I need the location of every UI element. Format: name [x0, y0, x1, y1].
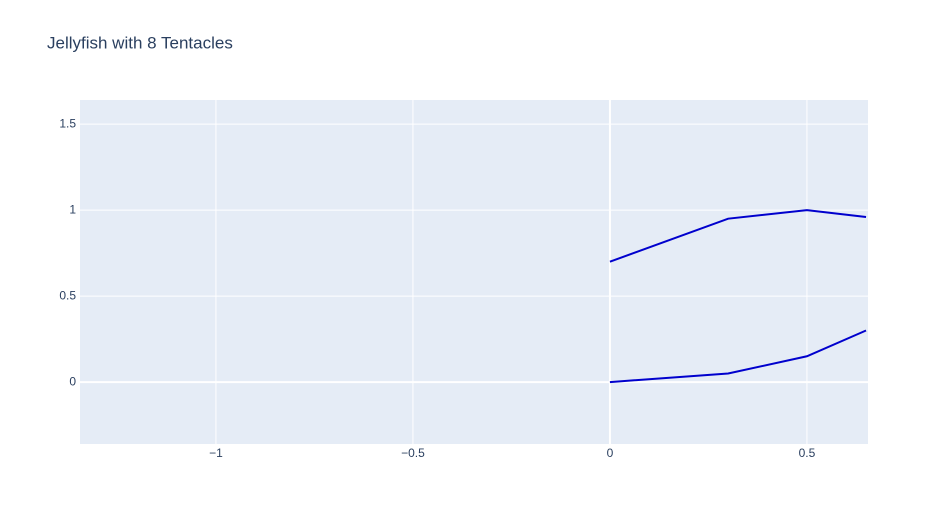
x-tick-label: −0.5	[401, 446, 425, 460]
plot-area	[80, 100, 868, 444]
x-tick-label: −1	[209, 446, 223, 460]
lines	[609, 209, 867, 384]
line	[609, 209, 867, 263]
y-tick-label: 1.5	[59, 116, 76, 130]
y-tick-label: 1	[69, 202, 76, 216]
y-tick-label: 0.5	[59, 288, 76, 302]
x-tick-label: 0.5	[799, 446, 816, 460]
grid	[80, 100, 868, 444]
line	[609, 329, 867, 384]
chart-title: Jellyfish with 8 Tentacles	[47, 33, 233, 52]
x-tick-label: 0	[607, 446, 614, 460]
y-tick-label: 0	[69, 374, 76, 388]
